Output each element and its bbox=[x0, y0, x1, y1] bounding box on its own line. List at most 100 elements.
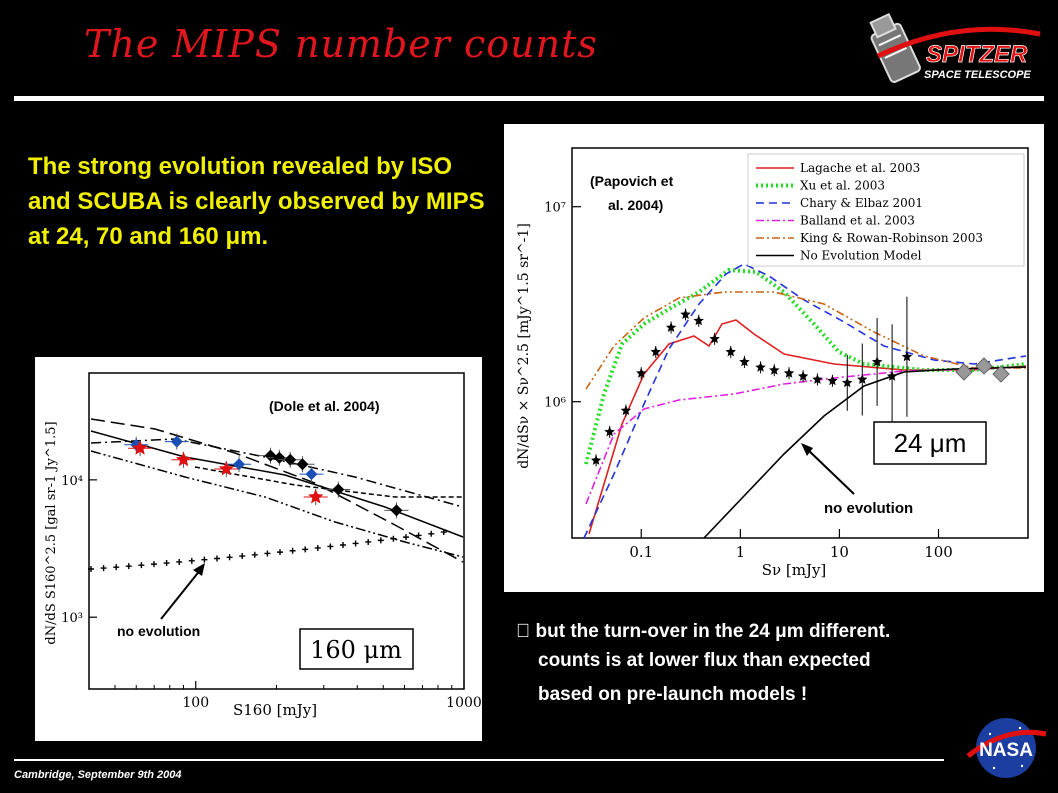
svg-text:SPITZER: SPITZER bbox=[926, 41, 1028, 68]
c1-point bbox=[264, 449, 277, 462]
c1-curve-shortdash bbox=[194, 466, 463, 498]
c1-noevo-mark bbox=[289, 547, 296, 554]
c1-noevo-mark bbox=[226, 554, 233, 561]
c1-band-label-box bbox=[299, 628, 414, 670]
c2-point bbox=[886, 370, 898, 381]
c1-noevo-mark bbox=[239, 553, 246, 560]
c1-point bbox=[132, 440, 148, 455]
c2-point bbox=[604, 426, 615, 437]
c2-point bbox=[590, 454, 602, 465]
c1-annotation-arrow bbox=[160, 568, 202, 620]
c1-arrow-head bbox=[193, 563, 205, 576]
c2-ylabel: dN/dSν × Sν^2.5 [mJy^1.5 sr^-1] bbox=[516, 223, 532, 469]
c1-model-curves bbox=[90, 418, 464, 563]
c2-band-label: 24 μm bbox=[894, 428, 967, 458]
c1-xtick-label: 100 bbox=[182, 695, 209, 711]
c1-citation: (Dole et al. 2004) bbox=[269, 398, 380, 414]
svg-text:SPACE TELESCOPE: SPACE TELESCOPE bbox=[924, 69, 1031, 81]
c2-point bbox=[665, 322, 677, 332]
c1-no-evolution-curve bbox=[88, 529, 447, 572]
c1-noevo-mark bbox=[390, 535, 397, 542]
c2-xtick-label: 1 bbox=[736, 543, 746, 561]
c2-point bbox=[797, 370, 809, 381]
c2-point bbox=[636, 367, 647, 378]
c1-point bbox=[175, 451, 192, 467]
c1-point bbox=[390, 504, 403, 517]
c1-noevo-mark bbox=[302, 546, 309, 553]
c1-noevo-mark bbox=[188, 557, 195, 564]
c1-band-label: 160 μm bbox=[310, 636, 402, 664]
c2-xtick-label: 100 bbox=[924, 543, 953, 561]
c2-legend-entry: Balland et al. 2003 bbox=[800, 214, 915, 228]
c2-point bbox=[725, 346, 736, 357]
c1-point bbox=[332, 483, 345, 496]
c1-point bbox=[170, 435, 183, 448]
c1-point bbox=[233, 458, 246, 471]
c1-annotation: no evolution bbox=[117, 623, 200, 639]
c2-point bbox=[769, 364, 780, 375]
nasa-logo: NASA bbox=[966, 718, 1047, 778]
c2-ytick-label: 10⁷ bbox=[544, 201, 566, 216]
c2-xtick-label: 0.1 bbox=[629, 543, 653, 561]
c2-band-label-box bbox=[873, 421, 987, 465]
c2-model-curves bbox=[583, 263, 1027, 539]
c2-point bbox=[739, 356, 750, 367]
c1-curve-solid bbox=[90, 430, 464, 538]
c1-noevo-mark bbox=[163, 560, 170, 567]
title-rule bbox=[14, 96, 1044, 101]
chart-160um: 100 1000 10³ 10⁴ (Dole et al. 2004) no evol… bbox=[35, 357, 482, 741]
c2-iso-points bbox=[955, 357, 1010, 383]
c2-point bbox=[871, 356, 883, 367]
c1-noevo-mark bbox=[403, 534, 409, 541]
note-line-2: counts is at lower flux than expected bbox=[538, 649, 871, 671]
c1-point bbox=[296, 458, 309, 471]
c2-curve-xu bbox=[584, 267, 1027, 465]
c2-citation-line1: (Papovich et bbox=[590, 173, 674, 189]
note-line-3: based on pre-launch models ! bbox=[538, 684, 808, 705]
c2-legend-box bbox=[747, 153, 1025, 267]
note-text:  but the turn-over in the 24 μm differe… bbox=[516, 618, 1056, 710]
c2-annotation-arrow bbox=[805, 447, 855, 495]
c1-point bbox=[308, 489, 324, 504]
c1-noevo-mark bbox=[352, 540, 359, 547]
c1-noevo-mark bbox=[151, 561, 157, 568]
c1-axis-ticks: 100 1000 10³ 10⁴ bbox=[61, 474, 482, 711]
main-text: The strong evolution revealed by ISO and… bbox=[28, 153, 485, 250]
c1-noevo-mark bbox=[415, 532, 422, 539]
c1-noevo-mark bbox=[88, 566, 94, 572]
c2-point bbox=[650, 346, 661, 357]
slide-title: The MIPS number counts bbox=[84, 22, 598, 66]
svg-text:NASA: NASA bbox=[979, 740, 1033, 761]
c1-xlabel: S160 [mJy] bbox=[233, 701, 317, 719]
c1-noevo-mark bbox=[340, 542, 346, 548]
c1-noevo-mark bbox=[100, 565, 107, 572]
c2-point bbox=[901, 351, 913, 362]
c2-ytick-label: 10⁶ bbox=[544, 396, 566, 411]
footer-rule bbox=[14, 759, 944, 761]
c2-curve-noevo bbox=[703, 366, 1027, 539]
c1-point bbox=[284, 453, 297, 466]
c1-point bbox=[273, 451, 286, 464]
c2-curve-chary bbox=[583, 263, 1027, 539]
c2-legend-entry: Xu et al. 2003 bbox=[800, 179, 885, 193]
c2-axis-ticks: 0.1 1 10 100 10⁶ 10⁷ bbox=[544, 201, 953, 561]
c1-noevo-mark bbox=[138, 562, 145, 569]
c1-noevo-mark bbox=[125, 563, 132, 570]
c1-noevo-mark bbox=[251, 551, 258, 558]
spitzer-logo: SPITZER SPACE TELESCOPE bbox=[869, 12, 1041, 83]
c2-legend-entry: King & Rowan-Robinson 2003 bbox=[800, 231, 983, 245]
c2-citation-line2: al. 2004) bbox=[608, 197, 663, 213]
c2-point bbox=[620, 405, 632, 416]
c2-legend-entry: Lagache et al. 2003 bbox=[800, 161, 920, 175]
c1-noevo-mark bbox=[428, 530, 435, 537]
c2-xlabel: Sν [mJy] bbox=[762, 561, 827, 579]
c2-curve-lagache bbox=[588, 319, 1027, 535]
c1-noevo-mark bbox=[314, 544, 321, 551]
c2-point bbox=[783, 367, 795, 378]
c1-noevo-mark bbox=[365, 538, 372, 545]
c1-data-points bbox=[124, 433, 409, 519]
c2-legend-entry: No Evolution Model bbox=[800, 249, 922, 263]
c2-point bbox=[709, 333, 720, 344]
c2-legend: Lagache et al. 2003 Xu et al. 2003 Chary &… bbox=[756, 161, 983, 263]
chart-24um: 0.1 1 10 100 10⁶ 10⁷ Lagache et al. 2003 Xu et… bbox=[504, 124, 1044, 592]
